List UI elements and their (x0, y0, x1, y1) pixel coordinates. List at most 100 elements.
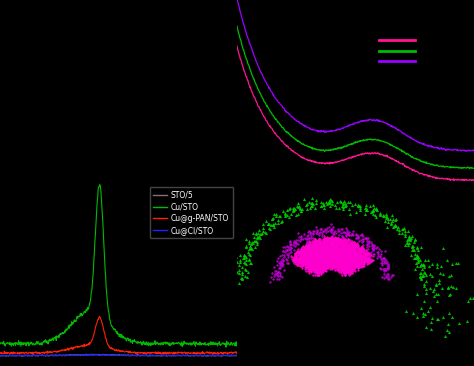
Point (311, 242, 319, 247)
Point (314, 258, 322, 264)
Point (325, 255, 333, 261)
Point (303, 262, 311, 268)
Point (342, 239, 349, 244)
Point (318, 252, 326, 258)
Point (334, 262, 341, 268)
Point (327, 257, 334, 263)
Point (301, 197, 308, 202)
Point (345, 248, 352, 254)
Point (329, 238, 337, 243)
Point (321, 246, 328, 252)
Point (317, 252, 324, 258)
Point (340, 262, 348, 268)
Point (340, 261, 347, 266)
Point (420, 264, 428, 270)
Point (244, 250, 252, 255)
Point (291, 255, 299, 261)
Point (348, 266, 356, 272)
Point (316, 240, 324, 246)
Point (355, 247, 363, 253)
Point (343, 257, 351, 262)
Point (314, 261, 321, 266)
Point (278, 274, 285, 280)
Point (310, 262, 318, 268)
Point (300, 244, 307, 250)
Point (315, 254, 322, 259)
Point (379, 274, 386, 280)
Point (324, 247, 332, 253)
Point (317, 255, 324, 261)
Point (302, 245, 310, 251)
Point (315, 257, 323, 263)
Point (321, 251, 329, 257)
Point (324, 260, 331, 266)
Point (351, 244, 359, 250)
Point (346, 269, 353, 275)
Point (331, 240, 339, 246)
Point (344, 269, 351, 274)
Point (315, 253, 322, 258)
Point (324, 262, 332, 268)
Point (339, 239, 347, 244)
Point (346, 263, 353, 269)
Point (331, 238, 339, 243)
Point (419, 262, 426, 268)
Point (307, 260, 315, 266)
Point (333, 259, 340, 265)
Point (358, 262, 365, 268)
Point (311, 260, 319, 266)
Point (365, 240, 373, 246)
Point (369, 246, 377, 251)
Point (313, 266, 321, 272)
Point (300, 258, 308, 264)
Point (329, 256, 337, 262)
Point (348, 231, 356, 236)
Point (316, 260, 324, 266)
Point (323, 240, 330, 246)
Point (343, 244, 350, 250)
Point (333, 257, 341, 262)
Point (362, 250, 369, 255)
Point (342, 250, 349, 256)
Point (324, 255, 331, 261)
Point (344, 261, 352, 266)
Point (322, 263, 330, 269)
Point (321, 258, 329, 264)
Point (335, 269, 343, 275)
Point (291, 239, 299, 244)
Point (343, 251, 351, 257)
Point (304, 256, 312, 262)
Point (305, 264, 312, 269)
Point (342, 247, 350, 253)
Point (269, 222, 277, 228)
Point (301, 244, 309, 250)
Point (325, 261, 333, 266)
Point (328, 259, 336, 265)
Point (409, 233, 416, 239)
Point (363, 202, 370, 208)
Point (325, 261, 332, 267)
Point (299, 248, 307, 254)
Point (416, 273, 423, 279)
Point (319, 258, 327, 264)
Point (301, 250, 309, 256)
Point (335, 263, 342, 269)
Point (343, 241, 350, 247)
Point (342, 252, 349, 258)
Point (337, 263, 345, 269)
Point (312, 224, 320, 230)
Point (336, 264, 344, 269)
Point (398, 226, 406, 232)
Point (290, 208, 298, 213)
Point (297, 258, 305, 264)
Point (275, 269, 283, 275)
Point (236, 259, 244, 265)
Point (300, 255, 308, 261)
Point (340, 268, 348, 273)
Point (291, 254, 298, 260)
Point (313, 238, 320, 244)
Point (355, 254, 363, 259)
Point (333, 251, 341, 257)
Point (328, 226, 335, 232)
Point (349, 259, 356, 265)
